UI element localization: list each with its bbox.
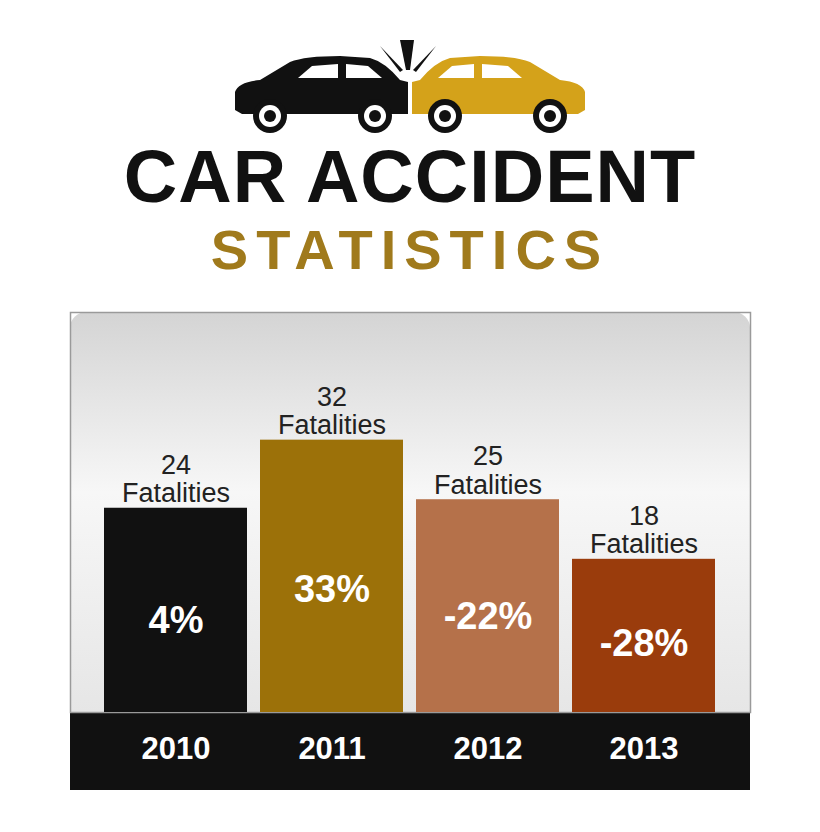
svg-text:2010: 2010 <box>142 731 211 766</box>
html-text:CAR ACCIDENT: CAR ACCIDENT <box>123 135 697 218</box>
svg-text:2011: 2011 <box>298 731 365 766</box>
svg-text:18Fatalities: 18Fatalities <box>590 501 698 559</box>
html-text:STATISTICS: STATISTICS <box>210 218 610 281</box>
svg-text:-22%: -22% <box>444 595 533 637</box>
svg-text:-28%: -28% <box>600 622 689 664</box>
svg-text:24Fatalities: 24Fatalities <box>122 450 230 508</box>
svg-text:25Fatalities: 25Fatalities <box>434 441 542 499</box>
svg-text:33%: 33% <box>294 568 370 610</box>
svg-text:32Fatalities: 32Fatalities <box>278 382 386 440</box>
svg-text:2013: 2013 <box>610 731 679 766</box>
svg-text:4%: 4% <box>149 599 204 641</box>
svg-text:2012: 2012 <box>454 731 523 766</box>
